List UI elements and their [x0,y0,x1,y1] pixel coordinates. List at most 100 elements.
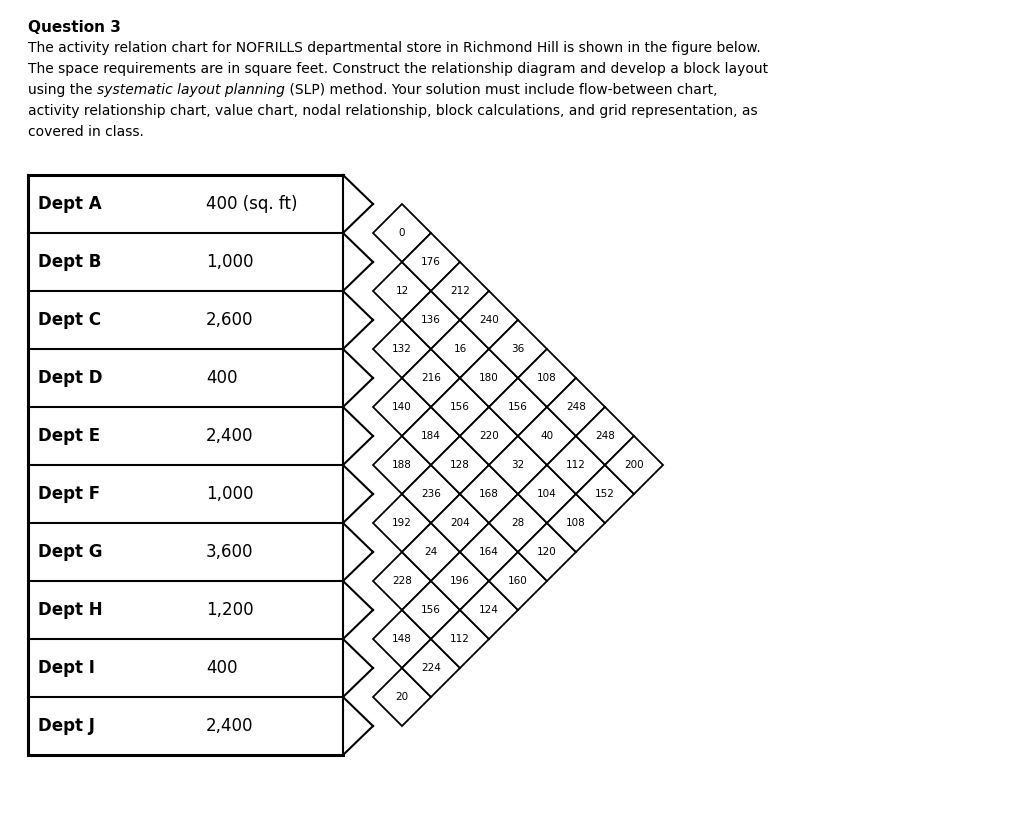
Text: using the: using the [28,83,97,97]
Text: 128: 128 [450,460,470,470]
Polygon shape [373,552,431,610]
Text: 220: 220 [480,431,499,441]
Text: 168: 168 [479,489,499,499]
Polygon shape [431,378,489,436]
Text: 224: 224 [421,663,441,673]
Text: 152: 152 [595,489,615,499]
Text: 1,000: 1,000 [206,253,254,271]
Polygon shape [431,552,489,610]
Text: 132: 132 [392,344,412,354]
Polygon shape [489,436,547,494]
Text: 1,200: 1,200 [206,601,254,619]
Polygon shape [576,465,634,523]
Text: 120: 120 [537,547,557,557]
Polygon shape [431,436,489,494]
Text: 236: 236 [421,489,441,499]
Text: 188: 188 [392,460,412,470]
Polygon shape [547,378,605,436]
Polygon shape [431,262,489,320]
Text: 156: 156 [421,605,441,615]
Text: Dept D: Dept D [38,369,103,387]
Text: 112: 112 [566,460,586,470]
Polygon shape [460,407,518,465]
Polygon shape [489,320,547,378]
Text: 248: 248 [566,402,586,412]
Polygon shape [373,436,431,494]
Polygon shape [402,639,460,697]
Text: 212: 212 [450,286,470,296]
Text: 32: 32 [511,460,525,470]
Text: 20: 20 [395,692,409,702]
Text: 160: 160 [508,576,528,586]
Text: 0: 0 [398,228,406,238]
Polygon shape [460,581,518,639]
Polygon shape [460,523,518,581]
Text: 196: 196 [450,576,470,586]
Polygon shape [373,320,431,378]
Text: 156: 156 [508,402,528,412]
Text: 28: 28 [511,518,525,528]
Text: The activity relation chart for NOFRILLS departmental store in Richmond Hill is : The activity relation chart for NOFRILLS… [28,41,761,55]
Text: 104: 104 [537,489,557,499]
Text: 200: 200 [624,460,644,470]
Text: 36: 36 [511,344,525,354]
Polygon shape [460,349,518,407]
Text: Dept B: Dept B [38,253,102,271]
Polygon shape [460,465,518,523]
Text: (SLP) method. Your solution must include flow-between chart,: (SLP) method. Your solution must include… [284,83,717,97]
Text: covered in class.: covered in class. [28,125,144,139]
Text: 400: 400 [206,659,237,677]
Polygon shape [373,204,431,262]
Polygon shape [402,291,460,349]
Text: activity relationship chart, value chart, nodal relationship, block calculations: activity relationship chart, value chart… [28,104,758,118]
Text: Dept E: Dept E [38,427,100,445]
Text: 40: 40 [540,431,554,441]
Text: 24: 24 [424,547,438,557]
Polygon shape [402,349,460,407]
Text: Dept G: Dept G [38,543,103,561]
Text: 164: 164 [479,547,499,557]
Text: 400: 400 [206,369,237,387]
Polygon shape [547,436,605,494]
Polygon shape [373,494,431,552]
Polygon shape [373,610,431,668]
Polygon shape [518,349,576,407]
Polygon shape [547,494,605,552]
Text: systematic layout planning: systematic layout planning [97,83,284,97]
Text: 3,600: 3,600 [206,543,254,561]
Text: 156: 156 [450,402,470,412]
Text: 2,600: 2,600 [206,311,254,329]
Text: 148: 148 [392,634,412,644]
Polygon shape [518,407,576,465]
Text: 136: 136 [421,315,441,325]
Text: Dept J: Dept J [38,717,94,735]
Polygon shape [518,465,576,523]
Polygon shape [489,552,547,610]
Text: 228: 228 [392,576,412,586]
Polygon shape [402,465,460,523]
Polygon shape [489,494,547,552]
Text: 108: 108 [566,518,585,528]
Text: 1,000: 1,000 [206,485,254,503]
Polygon shape [576,407,634,465]
Polygon shape [402,407,460,465]
Polygon shape [431,320,489,378]
Text: 240: 240 [480,315,499,325]
Polygon shape [402,233,460,291]
Text: 140: 140 [392,402,412,412]
Polygon shape [489,378,547,436]
Text: Dept C: Dept C [38,311,101,329]
Text: 12: 12 [395,286,409,296]
Text: 400 (sq. ft): 400 (sq. ft) [206,195,298,213]
Polygon shape [605,436,663,494]
Text: 216: 216 [421,373,441,383]
Text: 16: 16 [453,344,466,354]
Text: 248: 248 [595,431,615,441]
Polygon shape [518,523,576,581]
Polygon shape [373,378,431,436]
Polygon shape [431,494,489,552]
Text: Question 3: Question 3 [28,20,121,35]
Polygon shape [373,668,431,726]
Text: 108: 108 [537,373,557,383]
Text: 112: 112 [450,634,470,644]
